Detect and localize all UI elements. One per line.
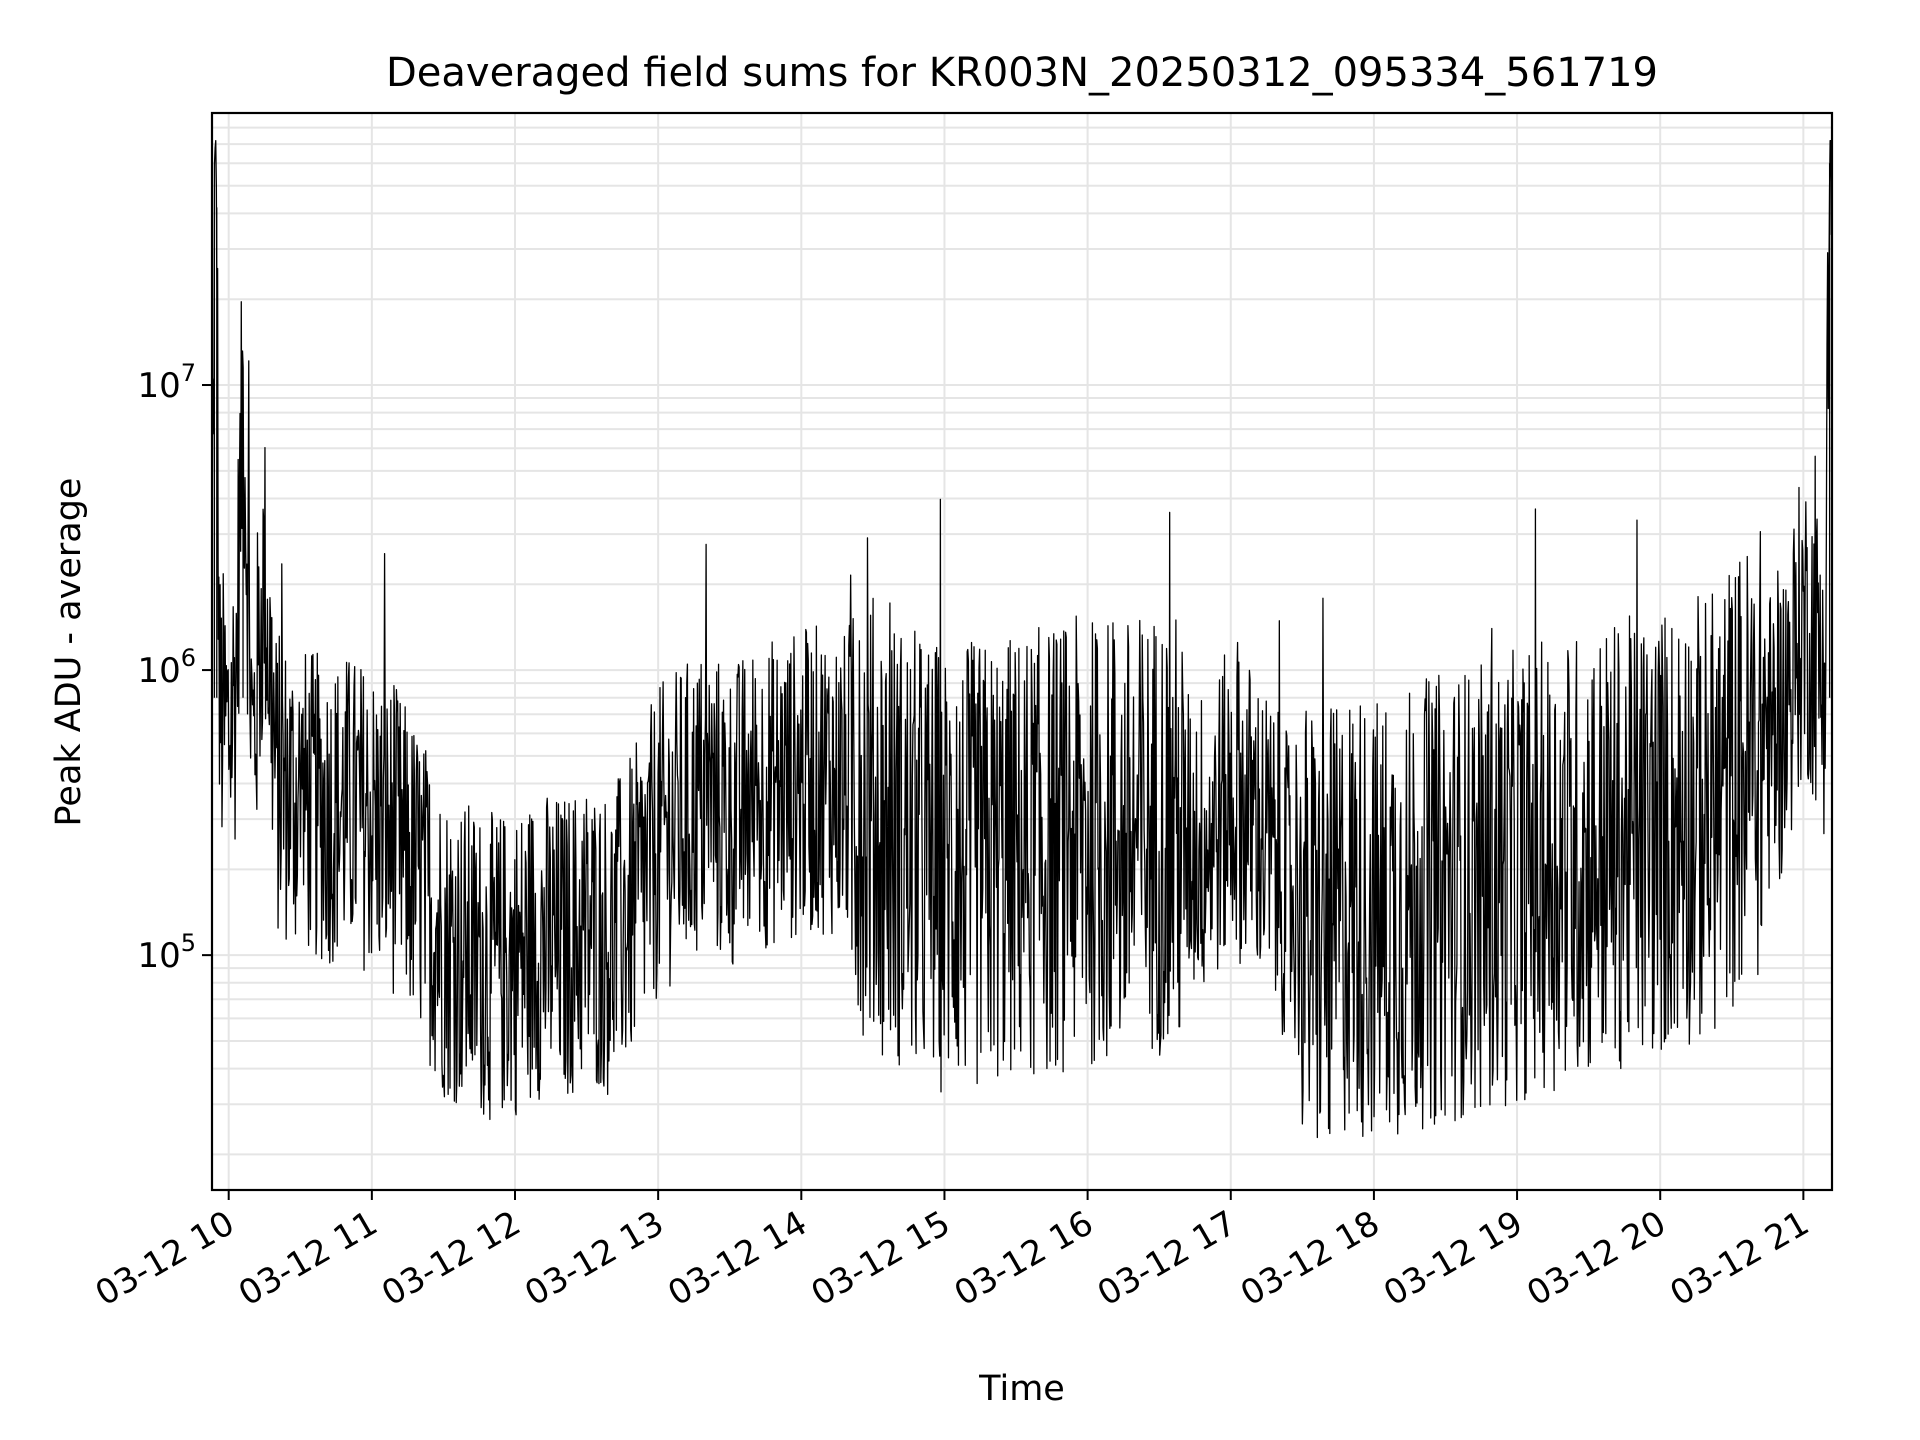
- series-layer: [211, 139, 1833, 1139]
- x-tick-label: 03-12 13: [518, 1203, 670, 1314]
- x-tick-label: 03-12 18: [1234, 1203, 1386, 1314]
- y-tick-label: 105: [137, 929, 196, 976]
- x-axis-label: Time: [978, 1369, 1065, 1409]
- x-tick-label: 03-12 21: [1663, 1203, 1815, 1314]
- plot-frame: [210, 111, 1834, 1192]
- y-tick-label: 107: [137, 359, 196, 406]
- chart-title: Deaveraged field sums for KR003N_2025031…: [386, 50, 1658, 96]
- x-tick-label: 03-12 16: [948, 1203, 1100, 1314]
- y-tick-label: 106: [137, 644, 196, 691]
- y-axis-ticks: 105 106 107: [137, 359, 212, 976]
- x-tick-label: 03-12 12: [375, 1203, 527, 1314]
- x-tick-label: 03-12 19: [1377, 1203, 1529, 1314]
- y-axis-label: Peak ADU - average: [49, 478, 89, 827]
- series-line: [211, 139, 1833, 1139]
- x-tick-label: 03-12 14: [661, 1203, 813, 1314]
- x-tick-label: 03-12 20: [1520, 1203, 1672, 1314]
- x-tick-label: 03-12 15: [805, 1203, 957, 1314]
- x-tick-label: 03-12 10: [89, 1203, 241, 1314]
- x-tick-label: 03-12 11: [232, 1203, 384, 1314]
- x-tick-label: 03-12 17: [1091, 1203, 1243, 1314]
